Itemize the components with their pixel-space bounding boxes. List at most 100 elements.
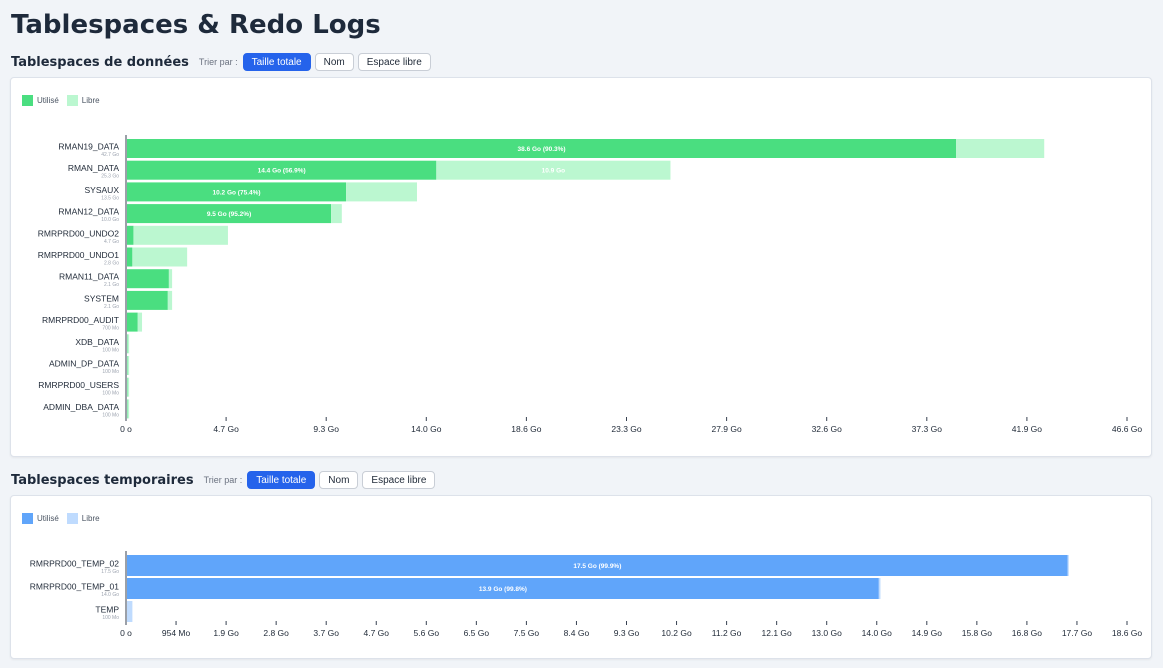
temp-section-header: Tablespaces temporaires Trier par : Tail… bbox=[11, 470, 439, 490]
data-chart-bar-used[interactable] bbox=[127, 160, 437, 180]
data-chart-x-tick-label: 0 o bbox=[120, 424, 132, 434]
temp-chart-x-tick-label: 7.5 Go bbox=[514, 628, 540, 638]
temp-legend-free-label: Libre bbox=[81, 514, 100, 523]
data-chart-bar-free[interactable] bbox=[956, 139, 1045, 158]
temp-sort-total-size-button[interactable]: Taille totale bbox=[247, 471, 316, 489]
temp-chart-x-tick-label: 5.6 Go bbox=[414, 628, 440, 638]
data-chart-bar-free[interactable] bbox=[132, 247, 188, 267]
data-chart-category-label: RMRPRD00_UNDO2 bbox=[38, 228, 120, 238]
temp-chart-x-tick-label: 18.6 Go bbox=[1112, 628, 1143, 638]
data-sort-name-button[interactable]: Nom bbox=[314, 53, 354, 71]
temp-chart-bar-free[interactable] bbox=[1067, 555, 1069, 576]
temp-chart-x-tick-label: 0 o bbox=[120, 628, 132, 638]
data-chart-size-label: 100 Mo bbox=[102, 391, 119, 397]
data-chart-bar-free[interactable] bbox=[127, 399, 130, 419]
legend-free: Libre bbox=[66, 95, 100, 106]
data-chart-bar-free[interactable] bbox=[127, 334, 130, 354]
data-chart-category-label: RMAN11_DATA bbox=[59, 272, 119, 282]
temp-chart-size-label: 100 Mo bbox=[102, 615, 119, 621]
data-chart-category-label: SYSTEM bbox=[84, 293, 119, 303]
temp-chart-bar-used-label: 17.5 Go (99.9%) bbox=[573, 563, 621, 570]
temp-chart-x-tick-label: 11.2 Go bbox=[712, 628, 742, 638]
temp-chart-x-tick-label: 10.2 Go bbox=[661, 628, 692, 638]
data-chart-x-tick-label: 18.6 Go bbox=[511, 424, 542, 434]
temp-chart-bar-used[interactable] bbox=[127, 555, 1068, 576]
data-chart-bar-used[interactable] bbox=[127, 290, 168, 310]
data-chart-category-label: XDB_DATA bbox=[75, 337, 119, 347]
temp-chart-x-tick-label: 17.7 Go bbox=[1062, 628, 1093, 638]
data-chart-size-label: 100 Mo bbox=[102, 369, 119, 375]
data-chart-size-label: 2.8 Go bbox=[104, 261, 119, 267]
temp-chart-x-tick-label: 2.8 Go bbox=[263, 628, 289, 638]
data-sort-label: Trier par : bbox=[198, 57, 238, 67]
data-chart-bar-used-label: 14.4 Go (56.9%) bbox=[258, 168, 306, 175]
data-chart-bar-used[interactable] bbox=[127, 139, 957, 158]
temp-chart-legend: Utilisé Libre bbox=[22, 513, 108, 524]
temp-sort-options: Taille totale Nom Espace libre bbox=[247, 471, 439, 489]
data-chart-size-label: 25.3 Go bbox=[101, 174, 119, 180]
data-chart-bar-used-label: 9.5 Go (95.2%) bbox=[207, 211, 251, 218]
temp-chart-bar-used-label: 13.9 Go (99.8%) bbox=[479, 586, 527, 593]
temp-legend-free-swatch bbox=[66, 513, 78, 524]
temp-chart-bar-used[interactable] bbox=[127, 578, 879, 599]
data-chart-bar-free[interactable] bbox=[133, 225, 228, 245]
temp-sort-free-space-button[interactable]: Espace libre bbox=[362, 471, 436, 489]
data-chart-category-label: ADMIN_DP_DATA bbox=[49, 359, 119, 369]
temp-chart-category-label: RMRPRD00_TEMP_02 bbox=[30, 559, 120, 569]
data-chart-bar-free[interactable] bbox=[331, 204, 342, 224]
temp-chart-x-tick-label: 954 Mo bbox=[162, 628, 191, 638]
temp-chart-x-tick-label: 9.3 Go bbox=[614, 628, 640, 638]
data-chart-x-tick-label: 27.9 Go bbox=[711, 424, 742, 434]
temp-chart-x-tick-label: 13.0 Go bbox=[812, 628, 843, 638]
data-chart-bar-free[interactable] bbox=[137, 312, 143, 332]
data-chart-bar-free[interactable] bbox=[127, 356, 130, 375]
temp-chart-bar-free[interactable] bbox=[878, 578, 881, 599]
temp-tablespaces-chart-panel: Utilisé Libre 17.5 Go (99.9%) RMRPRD00_TE… bbox=[10, 495, 1152, 659]
legend-used: Utilisé bbox=[22, 95, 59, 106]
temp-chart-x-tick-label: 3.7 Go bbox=[313, 628, 339, 638]
data-chart-bar-used[interactable] bbox=[127, 204, 332, 224]
data-chart-bar-used[interactable] bbox=[127, 247, 133, 267]
data-chart-x-tick-label: 23.3 Go bbox=[611, 424, 642, 434]
temp-legend-used-label: Utilisé bbox=[37, 514, 59, 523]
data-chart-category-label: RMRPRD00_USERS bbox=[38, 380, 119, 390]
temp-sort-name-button[interactable]: Nom bbox=[319, 471, 359, 489]
temp-chart-x-tick-label: 14.9 Go bbox=[912, 628, 943, 638]
data-sort-total-size-button[interactable]: Taille totale bbox=[242, 53, 311, 71]
temp-legend-used: Utilisé bbox=[22, 513, 59, 524]
data-chart-size-label: 13.5 Go bbox=[101, 195, 119, 201]
data-chart-bar-free[interactable] bbox=[436, 160, 671, 180]
data-chart-bar-used[interactable] bbox=[127, 312, 138, 332]
data-chart-size-label: 4.7 Go bbox=[104, 239, 119, 245]
temp-chart-size-label: 17.5 Go bbox=[101, 569, 119, 575]
temp-chart-x-tick-label: 6.5 Go bbox=[464, 628, 490, 638]
data-chart-size-label: 100 Mo bbox=[102, 412, 119, 418]
temp-chart-bar-free[interactable] bbox=[127, 601, 133, 622]
temp-section-title: Tablespaces temporaires bbox=[11, 472, 194, 488]
legend-free-swatch bbox=[66, 95, 78, 106]
data-chart-size-label: 700 Mo bbox=[102, 326, 119, 332]
temp-chart-x-tick-label: 4.7 Go bbox=[363, 628, 389, 638]
data-chart-bar-used[interactable] bbox=[127, 182, 347, 202]
data-chart-size-label: 100 Mo bbox=[102, 347, 119, 353]
data-chart-size-label: 2.1 Go bbox=[104, 282, 119, 288]
data-chart-bar-used[interactable] bbox=[127, 269, 169, 289]
data-chart-bar-free[interactable] bbox=[168, 269, 173, 289]
data-chart-size-label: 10.0 Go bbox=[101, 217, 119, 223]
data-chart-x-tick-label: 4.7 Go bbox=[213, 424, 239, 434]
data-chart-bar-free[interactable] bbox=[167, 290, 173, 310]
data-chart-bar-free[interactable] bbox=[127, 377, 130, 397]
data-chart-category-label: ADMIN_DBA_DATA bbox=[43, 402, 119, 412]
data-chart-bar-free[interactable] bbox=[346, 182, 417, 202]
data-chart-bar-used[interactable] bbox=[127, 225, 134, 245]
data-chart-x-tick-label: 46.6 Go bbox=[1112, 424, 1143, 434]
temp-chart-x-tick-label: 16.8 Go bbox=[1012, 628, 1043, 638]
temp-chart-x-tick-label: 15.8 Go bbox=[962, 628, 993, 638]
temp-chart-category-label: TEMP bbox=[95, 605, 119, 615]
temp-chart-category-label: RMRPRD00_TEMP_01 bbox=[30, 582, 120, 592]
data-tablespaces-chart-panel: Utilisé Libre 38.6 Go (90.3%) RMAN19_DATA… bbox=[10, 77, 1152, 457]
page-title: Tablespaces & Redo Logs bbox=[11, 10, 381, 40]
temp-chart-x-tick-label: 12.1 Go bbox=[762, 628, 793, 638]
data-sort-free-space-button[interactable]: Espace libre bbox=[357, 53, 431, 71]
